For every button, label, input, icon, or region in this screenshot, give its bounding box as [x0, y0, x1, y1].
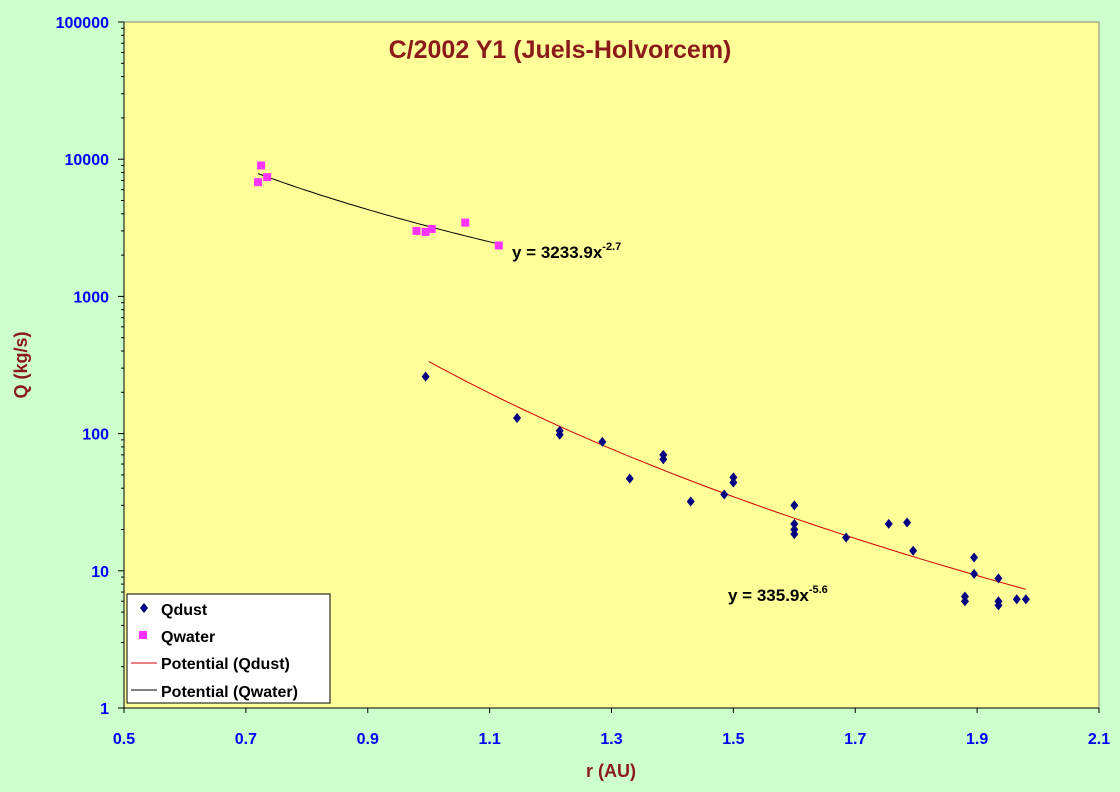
qdust-point	[659, 454, 668, 465]
chart-title: C/2002 Y1 (Juels-Holvorcem)	[389, 36, 732, 64]
qwater-trendline	[257, 173, 499, 245]
qdust-point	[598, 436, 607, 447]
qdust-equation-label: y = 335.9x-5.6	[728, 584, 828, 605]
qdust-point	[686, 496, 695, 507]
points-layer	[254, 161, 1030, 611]
legend: Qdust Qwater Potential (Qdust) Potential…	[126, 593, 331, 704]
y-tick-label: 1000	[73, 289, 109, 306]
y-tick-label: 10	[91, 564, 109, 581]
qdust-point	[513, 412, 522, 423]
y-tick-label: 100000	[56, 15, 109, 32]
qdust-equation-exponent: -5.6	[809, 584, 828, 596]
x-axis-title: r (AU)	[586, 761, 636, 781]
y-axis-title: Q (kg/s)	[11, 331, 31, 398]
x-tick-label: 0.7	[235, 731, 257, 748]
qdust-point	[970, 552, 979, 563]
x-tick-label: 0.5	[113, 731, 135, 748]
qdust-point	[903, 517, 912, 528]
qwater-point	[412, 226, 421, 235]
qdust-point	[970, 568, 979, 579]
qwater-equation-base: y = 3233.9x	[512, 243, 603, 262]
qdust-point	[960, 596, 969, 607]
qwater-equation-label: y = 3233.9x-2.7	[512, 241, 621, 262]
legend-qdust-label: Qdust	[161, 602, 208, 619]
x-tick-label: 1.3	[600, 731, 622, 748]
qdust-point	[421, 371, 430, 382]
legend-qdust-trend-label: Potential (Qdust)	[161, 656, 290, 673]
qwater-point	[494, 241, 503, 250]
legend-qwater-label: Qwater	[161, 629, 215, 646]
legend-qwater-trend-label: Potential (Qwater)	[161, 684, 298, 701]
qwater-point	[263, 173, 272, 182]
qdust-point	[994, 573, 1003, 584]
qdust-point	[1021, 594, 1030, 605]
qwater-point	[254, 178, 263, 187]
legend-box	[126, 593, 331, 704]
x-tick-label: 0.9	[357, 731, 379, 748]
qdust-point	[729, 472, 738, 483]
qwater-point	[461, 218, 470, 227]
qdust-point	[790, 529, 799, 540]
y-tick-label: 100	[82, 427, 109, 444]
qdust-point	[729, 477, 738, 488]
axes-layer: 0.5 0.7 0.9 1.1 1.3 1.5 1.7 1.9 2.1 1 10 100 1000 100…	[56, 15, 1111, 748]
qdust-point	[1012, 594, 1021, 605]
qwater-point	[427, 224, 436, 233]
qwater-point	[421, 227, 430, 236]
qdust-series	[421, 371, 1030, 611]
qdust-point	[842, 532, 851, 543]
qwater-point	[257, 161, 266, 170]
qdust-point	[994, 600, 1003, 611]
x-tick-label: 1.5	[722, 731, 744, 748]
qdust-point	[555, 429, 564, 440]
qdust-point	[625, 473, 634, 484]
x-tick-label: 1.7	[844, 731, 866, 748]
qdust-point	[884, 518, 893, 529]
qwater-series	[254, 161, 503, 250]
x-tick-label: 2.1	[1088, 731, 1110, 748]
qwater-equation-exponent: -2.7	[602, 241, 621, 253]
x-tick-label: 1.9	[966, 731, 988, 748]
y-tick-label: 10000	[65, 152, 110, 169]
legend-qwater-marker	[139, 631, 147, 639]
x-tick-label: 1.1	[479, 731, 501, 748]
qdust-point	[720, 489, 729, 500]
qdust-point	[790, 500, 799, 511]
qdust-equation-base: y = 335.9x	[728, 586, 809, 605]
legend-qdust-marker	[140, 603, 148, 613]
y-tick-label: 1	[100, 701, 109, 718]
qdust-point	[790, 518, 799, 529]
qdust-point	[909, 545, 918, 556]
